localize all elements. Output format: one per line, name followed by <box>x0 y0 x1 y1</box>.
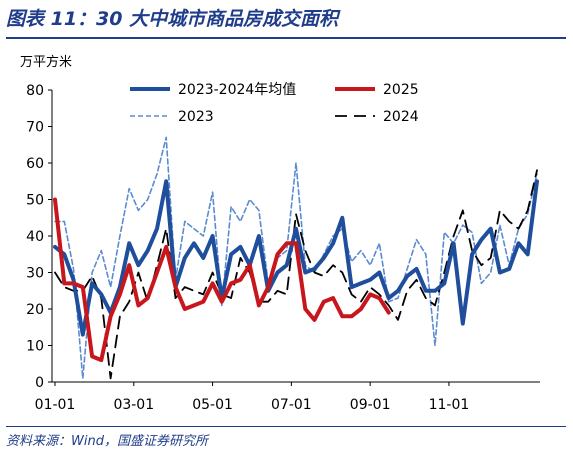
x-tick-label: 05-01 <box>192 397 233 413</box>
x-tick-label: 07-01 <box>271 397 312 413</box>
y-tick-label: 70 <box>26 120 44 136</box>
y-tick-label: 80 <box>26 83 44 99</box>
x-tick-label: 03-01 <box>113 397 154 413</box>
x-axis: 01-01 03-01 05-01 07-01 09-01 11-01 <box>35 381 540 413</box>
y-tick-label: 30 <box>26 266 44 282</box>
title-divider <box>6 37 566 39</box>
line-chart: 万平方米 0 10 20 30 40 50 60 70 80 01-01 03-01 05-01 07… <box>20 54 540 413</box>
y-axis: 0 10 20 30 40 50 60 70 80 <box>26 83 53 391</box>
legend-label: 2025 <box>383 82 419 98</box>
chart-title: 图表 11：30 大中城市商品房成交面积 <box>6 8 339 30</box>
y-tick-label: 50 <box>26 193 44 209</box>
series-line-2025 <box>53 197 391 363</box>
series-line-2024 <box>54 169 538 380</box>
y-tick-label: 0 <box>35 375 44 391</box>
series-line-2023 <box>54 136 538 380</box>
source-note: 资料来源：Wind，国盛证券研究所 <box>6 434 208 449</box>
y-tick-label: 10 <box>26 339 44 355</box>
y-axis-label: 万平方米 <box>20 54 72 70</box>
x-tick-label: 11-01 <box>429 397 470 413</box>
legend: 2023-2024年均值 2025 2023 2024 <box>130 82 419 125</box>
series-group <box>53 136 539 380</box>
legend-label: 2023-2024年均值 <box>178 82 296 98</box>
y-tick-label: 40 <box>26 229 44 245</box>
source-divider <box>6 426 566 427</box>
x-tick-label: 01-01 <box>35 397 76 413</box>
y-tick-label: 60 <box>26 156 44 172</box>
legend-label: 2024 <box>383 109 419 125</box>
x-tick-label: 09-01 <box>350 397 391 413</box>
y-tick-label: 20 <box>26 302 44 318</box>
legend-label: 2023 <box>178 109 214 125</box>
series-line-avg <box>53 179 539 337</box>
